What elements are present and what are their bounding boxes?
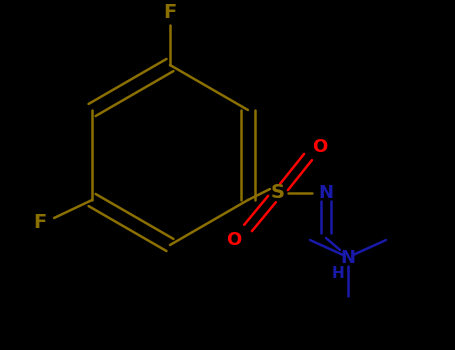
Text: O: O [313, 138, 328, 156]
Text: S: S [271, 183, 285, 203]
Text: N: N [318, 184, 334, 202]
Text: F: F [163, 4, 177, 22]
Text: O: O [227, 231, 242, 249]
Text: F: F [33, 212, 47, 231]
Text: N: N [340, 249, 355, 267]
Text: H: H [332, 266, 344, 281]
